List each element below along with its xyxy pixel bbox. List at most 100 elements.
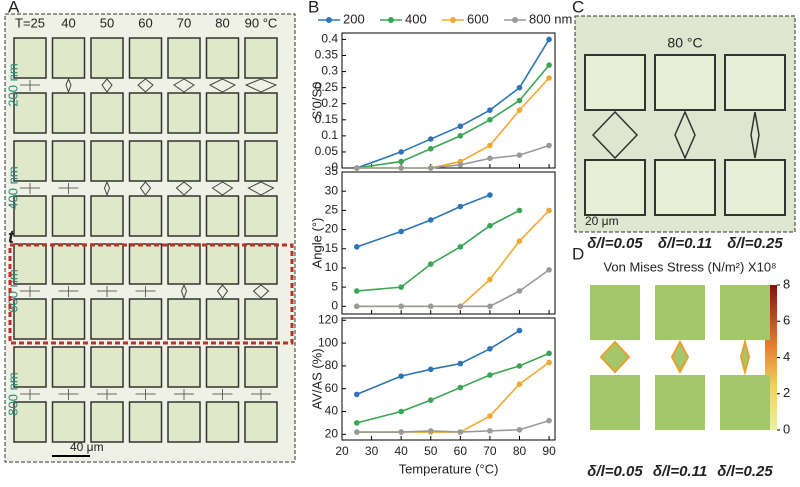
data-point	[398, 373, 404, 379]
data-point	[427, 165, 434, 171]
gap	[97, 286, 117, 297]
cell	[90, 346, 124, 388]
data-point	[516, 107, 523, 113]
cell	[128, 195, 163, 237]
data-point	[546, 350, 552, 357]
data-point	[353, 420, 360, 426]
series-line	[356, 39, 550, 169]
gap	[20, 389, 40, 400]
scale-bar-label: 20 μm	[585, 214, 619, 228]
cell	[90, 401, 124, 443]
row-label: 800 nm	[5, 372, 20, 415]
data-point	[546, 359, 552, 366]
cell	[128, 401, 163, 443]
data-point	[516, 288, 523, 294]
gap	[135, 286, 156, 297]
colorbar-tick-label: 8	[783, 276, 790, 291]
gap	[216, 284, 229, 299]
data-point	[516, 97, 523, 104]
data-point	[398, 429, 404, 435]
data-point	[487, 276, 493, 283]
panel-label: C	[572, 0, 584, 16]
data-point	[457, 133, 464, 139]
y-axis-label: Angle (°)	[309, 218, 324, 269]
y-tick-label: 0.4	[321, 32, 338, 46]
temperature-label: 60	[138, 15, 152, 30]
sim-block	[720, 285, 770, 340]
highlight	[8, 243, 294, 345]
data-point	[516, 152, 523, 158]
temperature-label: 40	[61, 15, 75, 30]
series-line	[356, 361, 550, 433]
data-point	[487, 107, 493, 113]
data-point	[487, 345, 493, 352]
sim-block	[655, 375, 705, 430]
data-point	[487, 413, 493, 419]
colorbar-tick-label: 2	[783, 385, 790, 400]
y-tick-label: 120	[318, 312, 338, 326]
sim-gap	[670, 339, 690, 375]
data-point	[546, 36, 552, 43]
cell	[584, 159, 646, 216]
axis-label: t	[8, 227, 15, 247]
data-point	[546, 62, 552, 68]
colorbar-tick-label: 0	[783, 421, 790, 436]
cell	[128, 346, 163, 388]
data-point	[546, 207, 552, 214]
sim-block	[655, 285, 705, 340]
y-tick-label: 0.2	[321, 96, 338, 110]
x-tick-label: 80	[513, 444, 527, 458]
data-point	[457, 429, 464, 435]
cell	[244, 195, 278, 237]
cell	[13, 243, 47, 285]
cell	[167, 243, 201, 285]
cell	[167, 298, 201, 340]
gap	[251, 389, 271, 400]
cell	[654, 159, 716, 216]
y-tick-label: 0.25	[315, 80, 339, 94]
cell	[13, 346, 47, 388]
data-point	[487, 372, 493, 378]
data-point	[457, 303, 464, 310]
gap	[208, 78, 237, 93]
y-tick-label: 15	[325, 241, 339, 255]
row-label: 600 nm	[5, 269, 20, 312]
gap	[173, 78, 195, 93]
cell	[167, 346, 201, 388]
cell	[205, 37, 240, 79]
cell	[90, 92, 124, 134]
data-point	[427, 366, 434, 373]
data-point	[398, 303, 404, 310]
data-point	[516, 363, 523, 369]
ratio-label: δ/l=0.11	[653, 463, 707, 480]
legend-marker	[512, 17, 518, 23]
panel-a-frame	[4, 13, 296, 463]
data-point	[546, 267, 552, 273]
y-tick-label: 20	[325, 222, 339, 236]
cell	[654, 54, 716, 111]
row-label: 400 nm	[5, 166, 20, 209]
y-tick-label: 0.15	[315, 112, 339, 126]
cell	[128, 140, 163, 182]
cell	[51, 140, 86, 182]
ratio-label: δ/l=0.05	[587, 235, 643, 252]
ratio-label: δ/l=0.25	[727, 235, 783, 252]
data-point	[353, 391, 360, 398]
y-tick-label: 0	[331, 160, 338, 174]
cell	[90, 140, 124, 182]
cell	[51, 401, 86, 443]
data-point	[457, 123, 464, 130]
cell	[13, 92, 47, 134]
data-point	[487, 155, 493, 162]
row-label: 200 nm	[5, 63, 20, 106]
y-tick-label: 40	[325, 404, 339, 418]
cell	[244, 140, 278, 182]
temperature-label: 80	[215, 15, 229, 30]
sim-block	[590, 285, 640, 340]
cell	[205, 298, 240, 340]
x-tick-label: 30	[365, 444, 379, 458]
gap	[674, 110, 696, 160]
data-point	[516, 426, 523, 433]
gap	[58, 389, 79, 400]
